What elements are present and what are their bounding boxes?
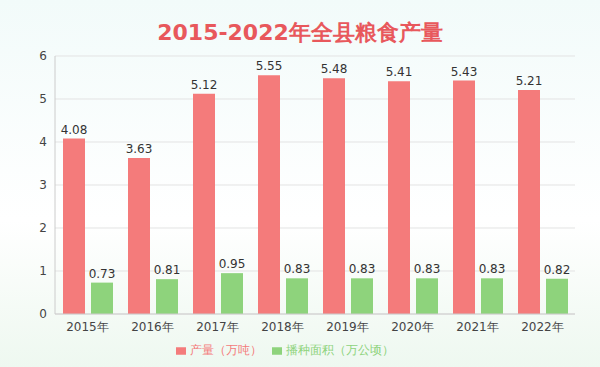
- svg-text:1: 1: [39, 264, 47, 278]
- svg-text:5.41: 5.41: [386, 65, 413, 79]
- svg-text:0.82: 0.82: [544, 263, 571, 277]
- svg-text:0.81: 0.81: [154, 263, 181, 277]
- svg-text:2: 2: [39, 221, 47, 235]
- svg-text:4: 4: [39, 135, 47, 149]
- svg-text:0.95: 0.95: [219, 257, 246, 271]
- svg-text:0: 0: [39, 307, 47, 321]
- svg-text:5.21: 5.21: [516, 74, 543, 88]
- svg-text:2017年: 2017年: [196, 320, 239, 334]
- svg-text:0.83: 0.83: [349, 262, 376, 276]
- html-text:产量（万吨）: 产量（万吨）: [190, 343, 262, 357]
- svg-text:0.83: 0.83: [284, 262, 311, 276]
- svg-text:2019年: 2019年: [326, 320, 369, 334]
- svg-text:5.48: 5.48: [321, 62, 348, 76]
- svg-text:2021年: 2021年: [456, 320, 499, 334]
- svg-text:2020年: 2020年: [391, 320, 434, 334]
- svg-text:5.12: 5.12: [191, 78, 218, 92]
- svg-text:2015年: 2015年: [66, 320, 109, 334]
- svg-text:5: 5: [39, 92, 47, 106]
- svg-text:4.08: 4.08: [61, 123, 88, 137]
- svg-text:3.63: 3.63: [126, 142, 153, 156]
- svg-text:5.55: 5.55: [256, 59, 283, 73]
- html-text:2015-2022年全县粮食产量: 2015-2022年全县粮食产量: [157, 20, 443, 45]
- svg-text:2016年: 2016年: [131, 320, 174, 334]
- svg-text:5.43: 5.43: [451, 65, 478, 79]
- svg-text:2018年: 2018年: [261, 320, 304, 334]
- svg-text:3: 3: [39, 178, 47, 192]
- svg-text:0.73: 0.73: [89, 267, 116, 281]
- svg-text:2022年: 2022年: [521, 320, 564, 334]
- html-text:播种面积（万公顷）: 播种面积（万公顷）: [286, 343, 394, 357]
- svg-text:0.83: 0.83: [479, 262, 506, 276]
- svg-text:6: 6: [39, 49, 47, 63]
- svg-text:0.83: 0.83: [414, 262, 441, 276]
